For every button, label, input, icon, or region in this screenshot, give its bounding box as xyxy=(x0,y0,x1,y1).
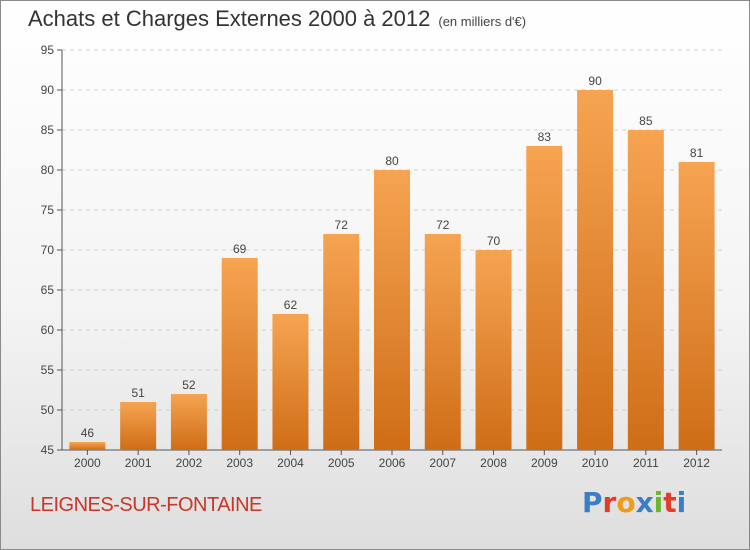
x-tick-label: 2002 xyxy=(176,456,203,470)
logo-letter: o xyxy=(616,486,636,519)
x-tick-label: 2008 xyxy=(480,456,507,470)
y-tick-label: 75 xyxy=(41,203,55,217)
value-label: 72 xyxy=(436,218,450,232)
logo-letter: P xyxy=(582,486,603,519)
value-labels: 46 51 52 69 62 72 80 72 70 83 90 85 81 xyxy=(81,74,704,440)
value-label: 83 xyxy=(538,130,552,144)
y-tick-label: 50 xyxy=(41,403,55,417)
proxiti-logo[interactable]: Proxiti xyxy=(582,486,686,519)
bar-2010 xyxy=(577,90,614,450)
bar-2009 xyxy=(526,146,563,450)
chart-title-text: Achats et Charges Externes 2000 à 2012 xyxy=(28,6,431,31)
y-axis-ticks: 45 50 55 60 65 70 75 80 85 90 95 xyxy=(41,43,62,457)
y-tick-label: 65 xyxy=(41,283,55,297)
x-tick-label: 2007 xyxy=(429,456,456,470)
logo-letter: i xyxy=(653,486,664,519)
bar-2012 xyxy=(678,162,715,450)
chart-title: Achats et Charges Externes 2000 à 2012 (e… xyxy=(28,6,526,32)
value-label: 85 xyxy=(639,114,653,128)
x-tick-label: 2012 xyxy=(683,456,710,470)
bar-2000 xyxy=(69,442,106,450)
y-tick-label: 95 xyxy=(41,43,55,57)
y-tick-label: 45 xyxy=(41,443,55,457)
commune-name: LEIGNES-SUR-FONTAINE xyxy=(30,494,262,516)
logo-letter: r xyxy=(602,486,617,519)
value-label: 72 xyxy=(335,218,349,232)
bar-2001 xyxy=(120,402,157,450)
x-tick-label: 2009 xyxy=(531,456,558,470)
logo-letter: x xyxy=(635,486,654,519)
bar-2002 xyxy=(170,394,207,450)
bar-2003 xyxy=(221,258,258,450)
x-tick-label: 2006 xyxy=(379,456,406,470)
value-label: 81 xyxy=(690,146,704,160)
y-tick-label: 90 xyxy=(41,83,55,97)
value-label: 90 xyxy=(588,74,602,88)
value-label: 46 xyxy=(81,426,95,440)
bars xyxy=(69,90,715,450)
y-tick-label: 85 xyxy=(41,123,55,137)
bar-2004 xyxy=(272,314,309,450)
x-axis-ticks: 2000 2001 2002 2003 2004 2005 2006 2007 2008 2009… xyxy=(74,450,710,470)
x-tick-label: 2010 xyxy=(582,456,609,470)
x-tick-label: 2001 xyxy=(125,456,152,470)
x-tick-label: 2004 xyxy=(277,456,304,470)
logo-letter: t xyxy=(663,486,677,519)
value-label: 70 xyxy=(487,234,501,248)
value-label: 52 xyxy=(182,378,196,392)
y-tick-label: 70 xyxy=(41,243,55,257)
y-tick-label: 80 xyxy=(41,163,55,177)
bar-2007 xyxy=(424,234,461,450)
bar-2006 xyxy=(374,170,410,450)
value-label: 51 xyxy=(131,386,145,400)
value-label: 62 xyxy=(284,298,298,312)
bar-2011 xyxy=(627,130,664,450)
x-tick-label: 2005 xyxy=(328,456,355,470)
y-tick-label: 55 xyxy=(41,363,55,377)
value-label: 80 xyxy=(385,154,399,168)
chart-unit: (en milliers d'€) xyxy=(438,14,527,29)
x-tick-label: 2000 xyxy=(74,456,101,470)
x-tick-label: 2003 xyxy=(226,456,253,470)
bar-2008 xyxy=(475,250,512,450)
value-label: 69 xyxy=(233,242,247,256)
y-tick-label: 60 xyxy=(41,323,55,337)
logo-letter: i xyxy=(676,486,687,519)
x-tick-label: 2011 xyxy=(633,456,659,470)
bar-2005 xyxy=(323,234,360,450)
